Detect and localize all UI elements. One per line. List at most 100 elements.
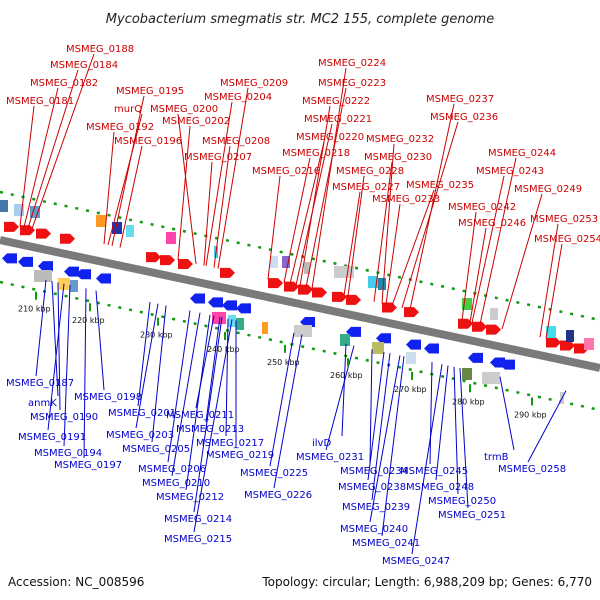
gene-features: [0, 200, 594, 404]
forward-label-connector: [461, 211, 477, 321]
reverse-label-connector: [269, 332, 295, 467]
reverse-gene-label: anmK: [28, 398, 57, 409]
reverse-gene-label: trmB: [484, 452, 509, 463]
forward-gene-arrow: [458, 318, 473, 329]
forward-gene-arrow: [284, 281, 299, 292]
reverse-label-connector: [341, 343, 347, 437]
forward-label-connector: [107, 113, 143, 246]
gene-feature-box: [212, 312, 226, 324]
reverse-gene-label: MSMEG_0241: [352, 538, 420, 549]
kbp-tick-label: 220 kbp: [72, 316, 105, 325]
gene-feature-box: [372, 342, 384, 354]
reverse-gene-arrow: [468, 352, 483, 363]
forward-gene-arrow: [472, 321, 487, 332]
gene-feature-box: [482, 372, 500, 384]
gene-feature-box: [236, 318, 244, 330]
reverse-gene-arrow: [76, 269, 91, 280]
reverse-label-connector: [273, 334, 303, 489]
reverse-gene-label: MSMEG_0225: [240, 468, 308, 479]
gene-feature-box: [0, 200, 8, 212]
forward-label-connector: [103, 131, 115, 245]
gene-feature-box: [166, 232, 176, 244]
forward-label-connector: [203, 161, 213, 266]
forward-gene-label: MSMEG_0221: [304, 114, 372, 125]
reverse-gene-label: MSMEG_0247: [382, 556, 450, 567]
forward-gene-label: MSMEG_0218: [282, 148, 350, 159]
forward-gene-arrow: [4, 221, 19, 232]
reverse-gene-label: MSMEG_0212: [156, 492, 224, 503]
forward-gene-arrow: [332, 291, 347, 302]
gene-feature-box: [70, 280, 78, 292]
reverse-gene-arrow: [38, 261, 53, 272]
reverse-label-connector: [83, 288, 87, 459]
reverse-gene-label: MSMEG_0219: [206, 450, 274, 461]
kbp-ticks: 210 kbp 220 kbp 230 kbp 240 kbp 250 kbp 260 k…: [18, 291, 547, 419]
forward-gene-label: MSMEG_0249: [514, 184, 582, 195]
reverse-gene-arrow: [406, 339, 421, 350]
forward-gene-arrow: [382, 302, 397, 313]
reverse-gene-arrow: [18, 256, 33, 267]
forward-label-connector: [545, 243, 563, 339]
reverse-gene-arrow: [2, 253, 17, 264]
gene-feature-box: [462, 368, 472, 380]
forward-gene-label: MSMEG_0228: [336, 166, 404, 177]
gene-feature-box: [340, 334, 350, 346]
forward-gene-label: MSMEG_0236: [430, 112, 498, 123]
reverse-label-connector: [369, 349, 373, 465]
forward-gene-label: MSMEG_0188: [66, 44, 134, 55]
forward-gene-label: MSMEG_0223: [318, 78, 386, 89]
forward-gene-label: MSMEG_0244: [488, 148, 556, 159]
forward-gene-label: MSMEG_0242: [448, 202, 516, 213]
reverse-label-connector: [135, 303, 159, 429]
forward-gene-label: MSMEG_0208: [202, 136, 270, 147]
forward-label-connector: [31, 53, 95, 229]
accession-text: Accession: NC_008596: [8, 575, 144, 589]
forward-gene-label: MSMEG_0182: [30, 78, 98, 89]
forward-gene-label: MSMEG_0227: [332, 182, 400, 193]
forward-label-connector: [27, 69, 79, 229]
reverse-label-connector: [381, 356, 405, 537]
reverse-gene-label: MSMEG_0190: [30, 412, 98, 423]
gene-feature-box: [584, 338, 594, 350]
reverse-gene-arrow: [96, 273, 111, 284]
gene-feature-box: [96, 215, 106, 227]
reverse-gene-label: MSMEG_0234: [340, 466, 408, 477]
reverse-gene-label: MSMEG_0197: [54, 460, 122, 471]
forward-label-connector: [111, 95, 145, 246]
forward-label-connector: [295, 123, 333, 286]
forward-gene-label: MSMEG_0232: [366, 134, 434, 145]
forward-label-connector: [469, 227, 487, 323]
forward-gene-arrow: [60, 233, 75, 244]
gene-feature-box: [462, 298, 472, 310]
forward-gene-arrow: [346, 294, 361, 305]
forward-gene-label: MSMEG_0196: [114, 136, 182, 147]
forward-label-connector: [283, 157, 311, 283]
gene-feature-box: [334, 266, 354, 278]
forward-label-connector: [177, 125, 191, 261]
forward-label-connector: [501, 193, 543, 330]
reverse-label-connector: [369, 355, 401, 523]
forward-gene-label: MSMEG_0222: [302, 96, 370, 107]
forward-label-connector: [391, 189, 435, 306]
reverse-label-connector: [429, 362, 433, 465]
forward-label-connector: [381, 143, 395, 304]
forward-gene-label: MSMEG_0254: [534, 234, 600, 245]
forward-gene-arrow: [546, 337, 561, 348]
reverse-label-connector: [325, 345, 355, 451]
forward-label-connector: [267, 175, 281, 280]
genome-summary-text: Topology: circular; Length: 6,988,209 bp…: [261, 575, 592, 589]
forward-gene-arrow: [268, 278, 283, 289]
gene-feature-box: [490, 308, 498, 320]
gene-feature-box: [262, 322, 268, 334]
reverse-label-connector: [151, 305, 167, 443]
forward-label-connector: [23, 87, 59, 228]
reverse-label-connector: [167, 310, 191, 463]
gene-feature-box: [270, 256, 278, 268]
reverse-label-connector: [411, 364, 443, 555]
map-title: Mycobacterium smegmatis str. MC2 155, co…: [106, 12, 494, 27]
reverse-gene-label: MSMEG_0239: [342, 502, 410, 513]
reverse-gene-label: MSMEG_0245: [400, 466, 468, 477]
forward-gene-arrow: [160, 255, 175, 266]
reverse-gene-label: MSMEG_0198: [74, 392, 142, 403]
